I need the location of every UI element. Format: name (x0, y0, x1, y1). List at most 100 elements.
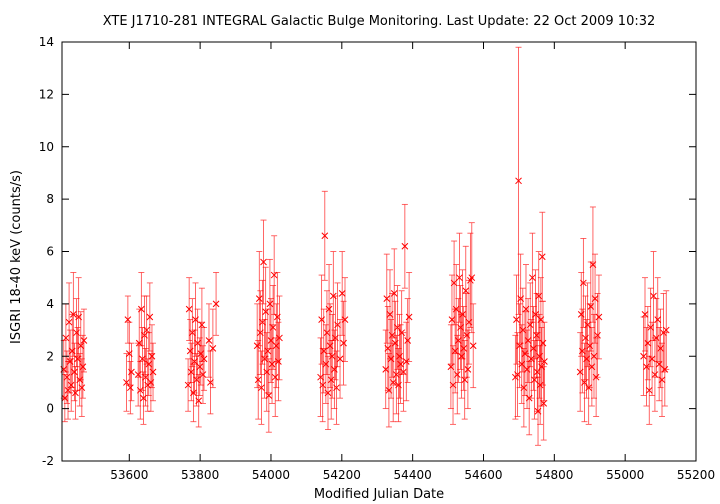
x-tick-label: 53800 (181, 468, 219, 482)
data-point (538, 363, 545, 371)
data-point (67, 381, 75, 389)
data-point (262, 308, 270, 316)
data-point (461, 376, 469, 384)
y-tick-label: 6 (46, 245, 54, 259)
data-point (191, 358, 198, 365)
data-point (332, 334, 339, 342)
data-point (326, 342, 334, 350)
data-point (654, 316, 662, 323)
y-tick-label: 8 (46, 192, 54, 206)
data-point (640, 352, 647, 360)
data-point (655, 360, 663, 368)
data-point (651, 371, 659, 378)
data-point (147, 379, 155, 386)
x-axis-label: Modified Julian Date (314, 487, 444, 502)
y-axis: -2 0 2 4 6 8 10 12 14 (39, 35, 696, 468)
data-point (533, 331, 540, 339)
x-tick-label: 55200 (677, 468, 715, 482)
data-point (188, 329, 196, 337)
data-point (531, 376, 538, 384)
data-point (457, 324, 464, 331)
data-point (199, 371, 207, 378)
data-point (450, 279, 458, 287)
data-point (585, 384, 593, 392)
data-point (534, 407, 542, 415)
data-point (124, 316, 132, 323)
data-point (324, 389, 332, 397)
data-point (384, 345, 392, 352)
data-point (658, 376, 666, 384)
data-point (591, 295, 599, 302)
data-point (465, 318, 473, 326)
data-point (207, 379, 214, 386)
data-point (269, 324, 277, 331)
data-point (266, 300, 274, 308)
data-point (530, 345, 537, 352)
data-point (661, 365, 669, 373)
data-point (582, 334, 589, 342)
data-point (402, 358, 410, 365)
data-point (149, 368, 157, 376)
data-point (391, 339, 399, 347)
data-point (264, 347, 272, 355)
data-point (66, 358, 74, 365)
data-point (192, 316, 199, 323)
data-point (587, 303, 595, 310)
data-point (398, 329, 406, 337)
data-point (128, 368, 135, 376)
chart-title: XTE J1710-281 INTEGRAL Galactic Bulge Mo… (103, 14, 656, 29)
data-point (390, 290, 398, 297)
data-point (464, 365, 472, 373)
y-tick-label: -2 (42, 454, 54, 468)
data-point (454, 337, 462, 344)
data-point (258, 384, 265, 392)
x-tick-label: 54400 (394, 468, 432, 482)
data-point (271, 373, 279, 381)
data-point (650, 292, 657, 300)
data-point (254, 376, 262, 384)
y-tick-label: 12 (39, 87, 54, 101)
data-point (261, 355, 268, 363)
data-point (79, 363, 87, 371)
data-point (643, 363, 650, 371)
data-point (460, 345, 468, 352)
data-point (72, 389, 79, 397)
y-tick-label: 2 (46, 349, 54, 363)
data-point (328, 352, 336, 360)
data-point (127, 384, 134, 392)
data-point (580, 279, 587, 287)
data-point (61, 394, 69, 402)
y-tick-label: 10 (39, 140, 54, 154)
data-point (594, 331, 601, 339)
data-point (526, 321, 534, 329)
data-point (80, 337, 88, 344)
data-point (458, 352, 465, 360)
data-point (71, 368, 78, 376)
data-point (75, 313, 83, 321)
x-tick-label: 54600 (464, 468, 502, 482)
data-point (76, 376, 84, 384)
data-point (394, 324, 401, 331)
data-point (662, 326, 670, 334)
data-point (648, 355, 656, 363)
data-point (388, 331, 396, 339)
data-point (577, 310, 585, 318)
data-point (141, 331, 148, 339)
data-point (468, 274, 476, 282)
data-point (268, 360, 276, 368)
data-point (592, 373, 600, 381)
data-point (576, 368, 584, 376)
x-tick-label: 54800 (535, 468, 573, 482)
data-point (194, 339, 202, 347)
data-point (197, 350, 205, 357)
data-point (341, 316, 349, 323)
data-point (323, 329, 331, 337)
data-point (405, 313, 413, 321)
data-point (463, 331, 471, 339)
data-point (65, 318, 73, 326)
data-point (137, 305, 145, 313)
data-point (256, 329, 264, 337)
y-tick-label: 0 (46, 402, 54, 416)
data-point (541, 358, 548, 365)
data-point (540, 400, 548, 407)
